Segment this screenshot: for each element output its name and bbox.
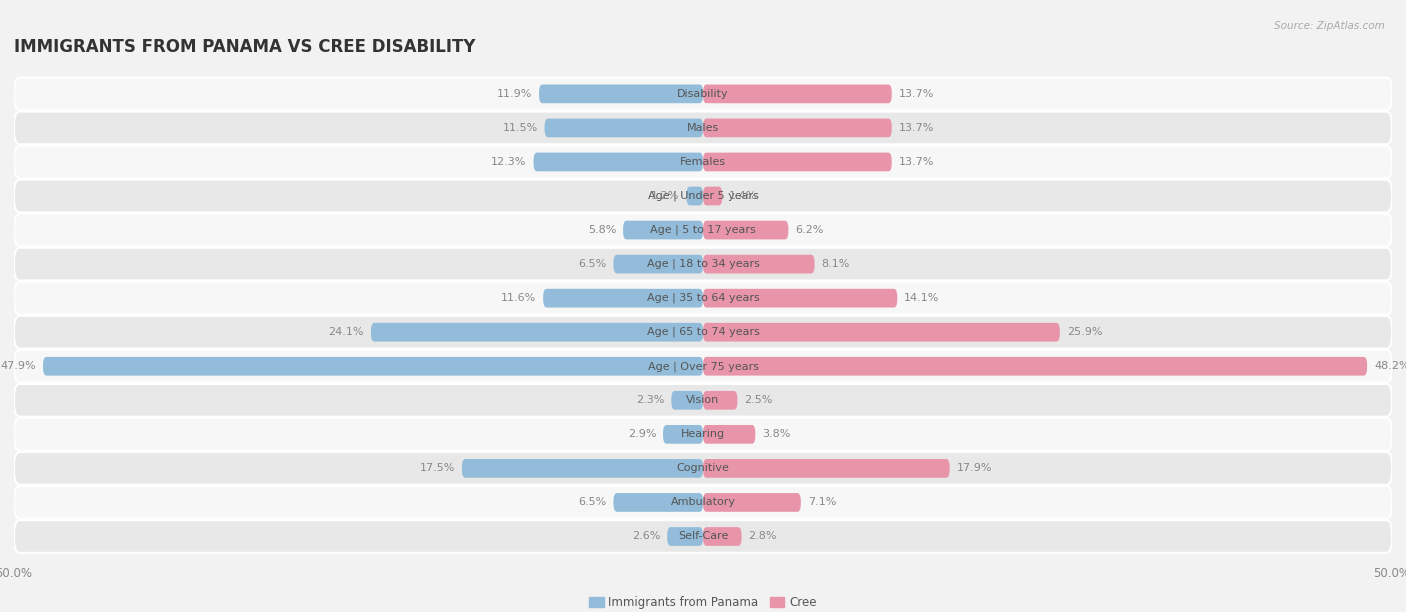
Text: 1.2%: 1.2% [651, 191, 679, 201]
Text: Cognitive: Cognitive [676, 463, 730, 474]
Text: 2.9%: 2.9% [627, 430, 657, 439]
Text: 2.5%: 2.5% [744, 395, 773, 405]
Text: 12.3%: 12.3% [491, 157, 527, 167]
FancyBboxPatch shape [14, 486, 1392, 519]
FancyBboxPatch shape [623, 221, 703, 239]
FancyBboxPatch shape [14, 78, 1392, 110]
FancyBboxPatch shape [14, 350, 1392, 382]
Text: 17.5%: 17.5% [419, 463, 456, 474]
FancyBboxPatch shape [14, 214, 1392, 247]
Text: 2.3%: 2.3% [636, 395, 665, 405]
FancyBboxPatch shape [544, 119, 703, 137]
Text: 13.7%: 13.7% [898, 157, 934, 167]
Text: 1.4%: 1.4% [730, 191, 758, 201]
Text: 48.2%: 48.2% [1374, 361, 1406, 371]
Text: 2.6%: 2.6% [631, 531, 661, 542]
FancyBboxPatch shape [543, 289, 703, 307]
FancyBboxPatch shape [668, 527, 703, 546]
FancyBboxPatch shape [703, 493, 801, 512]
FancyBboxPatch shape [703, 152, 891, 171]
Text: 11.5%: 11.5% [502, 123, 537, 133]
FancyBboxPatch shape [664, 425, 703, 444]
Text: IMMIGRANTS FROM PANAMA VS CREE DISABILITY: IMMIGRANTS FROM PANAMA VS CREE DISABILIT… [14, 39, 475, 56]
Text: Age | 35 to 64 years: Age | 35 to 64 years [647, 293, 759, 304]
Text: 6.5%: 6.5% [578, 259, 606, 269]
Text: 6.5%: 6.5% [578, 498, 606, 507]
FancyBboxPatch shape [14, 520, 1392, 553]
FancyBboxPatch shape [14, 180, 1392, 212]
FancyBboxPatch shape [703, 425, 755, 444]
FancyBboxPatch shape [14, 146, 1392, 178]
Legend: Immigrants from Panama, Cree: Immigrants from Panama, Cree [589, 596, 817, 609]
FancyBboxPatch shape [533, 152, 703, 171]
FancyBboxPatch shape [703, 221, 789, 239]
Text: 6.2%: 6.2% [796, 225, 824, 235]
FancyBboxPatch shape [44, 357, 703, 376]
Text: Age | 65 to 74 years: Age | 65 to 74 years [647, 327, 759, 337]
Text: 24.1%: 24.1% [329, 327, 364, 337]
FancyBboxPatch shape [613, 493, 703, 512]
FancyBboxPatch shape [703, 357, 1367, 376]
Text: Disability: Disability [678, 89, 728, 99]
Text: Vision: Vision [686, 395, 720, 405]
Text: 17.9%: 17.9% [956, 463, 993, 474]
Text: Age | Under 5 years: Age | Under 5 years [648, 191, 758, 201]
FancyBboxPatch shape [14, 282, 1392, 315]
Text: Females: Females [681, 157, 725, 167]
FancyBboxPatch shape [14, 111, 1392, 144]
Text: 11.9%: 11.9% [496, 89, 531, 99]
FancyBboxPatch shape [14, 452, 1392, 485]
Text: Age | 18 to 34 years: Age | 18 to 34 years [647, 259, 759, 269]
FancyBboxPatch shape [703, 527, 741, 546]
Text: 7.1%: 7.1% [807, 498, 837, 507]
FancyBboxPatch shape [14, 316, 1392, 349]
Text: 25.9%: 25.9% [1067, 327, 1102, 337]
FancyBboxPatch shape [14, 248, 1392, 280]
Text: 8.1%: 8.1% [821, 259, 849, 269]
FancyBboxPatch shape [686, 187, 703, 206]
Text: 3.8%: 3.8% [762, 430, 790, 439]
FancyBboxPatch shape [371, 323, 703, 341]
FancyBboxPatch shape [671, 391, 703, 409]
FancyBboxPatch shape [703, 119, 891, 137]
FancyBboxPatch shape [613, 255, 703, 274]
Text: 11.6%: 11.6% [501, 293, 536, 303]
Text: 2.8%: 2.8% [748, 531, 778, 542]
FancyBboxPatch shape [538, 84, 703, 103]
Text: 13.7%: 13.7% [898, 89, 934, 99]
FancyBboxPatch shape [703, 84, 891, 103]
FancyBboxPatch shape [703, 255, 814, 274]
Text: Hearing: Hearing [681, 430, 725, 439]
Text: Source: ZipAtlas.com: Source: ZipAtlas.com [1274, 21, 1385, 31]
FancyBboxPatch shape [461, 459, 703, 478]
Text: 14.1%: 14.1% [904, 293, 939, 303]
Text: 47.9%: 47.9% [0, 361, 37, 371]
Text: 13.7%: 13.7% [898, 123, 934, 133]
FancyBboxPatch shape [14, 418, 1392, 450]
FancyBboxPatch shape [703, 289, 897, 307]
Text: Males: Males [688, 123, 718, 133]
FancyBboxPatch shape [703, 459, 949, 478]
FancyBboxPatch shape [703, 187, 723, 206]
FancyBboxPatch shape [14, 384, 1392, 417]
Text: Self-Care: Self-Care [678, 531, 728, 542]
FancyBboxPatch shape [703, 391, 738, 409]
Text: Ambulatory: Ambulatory [671, 498, 735, 507]
FancyBboxPatch shape [703, 323, 1060, 341]
Text: 5.8%: 5.8% [588, 225, 616, 235]
Text: Age | Over 75 years: Age | Over 75 years [648, 361, 758, 371]
Text: Age | 5 to 17 years: Age | 5 to 17 years [650, 225, 756, 235]
